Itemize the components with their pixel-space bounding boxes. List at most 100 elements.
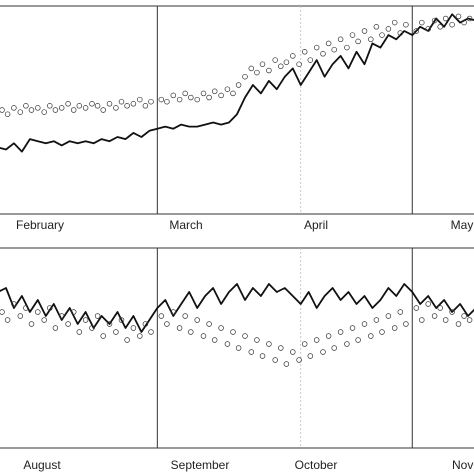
data-point-25 <box>148 98 154 105</box>
month-label-3: May <box>451 218 474 232</box>
data-point-59 <box>355 337 361 343</box>
data-point-73 <box>442 317 449 323</box>
plot-frame <box>0 5 474 215</box>
data-point-59 <box>355 38 361 45</box>
data-point-60 <box>361 28 368 34</box>
data-point-15 <box>89 101 95 107</box>
month-label-1: March <box>169 218 202 232</box>
data-point-50 <box>301 341 308 347</box>
data-point-5 <box>28 107 35 113</box>
data-point-48 <box>290 53 296 59</box>
data-point-45 <box>272 357 278 363</box>
data-point-37 <box>224 86 231 92</box>
data-point-51 <box>307 353 314 359</box>
data-point-55 <box>331 345 337 351</box>
data-point-31 <box>188 329 194 335</box>
data-point-72 <box>437 305 443 311</box>
data-point-63 <box>379 329 385 335</box>
plot-frame <box>0 247 474 449</box>
data-point-71 <box>431 17 438 24</box>
data-point-9 <box>52 107 59 113</box>
data-point-66 <box>397 30 404 36</box>
data-point-14 <box>82 105 89 111</box>
data-point-10 <box>58 105 65 111</box>
data-point-35 <box>211 337 218 343</box>
data-point-47 <box>283 59 290 65</box>
series-line <box>0 283 474 333</box>
data-point-49 <box>296 61 302 67</box>
data-point-55 <box>331 46 337 53</box>
data-point-69 <box>419 317 425 323</box>
data-point-76 <box>461 313 467 319</box>
data-point-34 <box>206 321 212 327</box>
data-point-3 <box>17 109 24 115</box>
data-point-46 <box>278 63 284 70</box>
data-point-1 <box>4 111 11 117</box>
data-point-12 <box>70 309 77 315</box>
data-point-56 <box>337 36 344 43</box>
data-point-70 <box>425 301 431 307</box>
data-point-43 <box>259 353 266 359</box>
data-point-67 <box>403 21 409 28</box>
series-points <box>0 301 473 367</box>
data-point-26 <box>158 313 165 319</box>
data-point-24 <box>142 321 149 327</box>
data-point-41 <box>248 65 255 72</box>
data-point-18 <box>106 321 113 327</box>
data-point-29 <box>176 96 183 103</box>
data-point-53 <box>320 349 326 355</box>
data-point-47 <box>283 361 290 367</box>
data-point-57 <box>344 341 350 347</box>
data-point-62 <box>373 317 380 323</box>
data-point-44 <box>266 341 272 347</box>
data-point-53 <box>320 51 326 57</box>
data-point-70 <box>425 26 431 32</box>
data-point-19 <box>113 105 119 111</box>
data-point-61 <box>368 36 374 43</box>
data-point-13 <box>76 103 83 109</box>
data-point-15 <box>89 325 95 331</box>
month-label-0: February <box>16 218 64 232</box>
data-point-26 <box>158 96 165 103</box>
data-point-23 <box>137 96 143 103</box>
data-point-63 <box>379 32 385 38</box>
data-point-8 <box>47 305 53 311</box>
data-point-69 <box>419 19 425 26</box>
data-point-38 <box>230 90 236 97</box>
data-point-9 <box>52 325 59 331</box>
series-points <box>0 13 473 117</box>
data-point-51 <box>307 57 314 63</box>
data-point-34 <box>206 94 212 101</box>
data-point-8 <box>47 103 53 109</box>
data-point-65 <box>391 325 398 331</box>
data-point-38 <box>230 329 236 335</box>
data-point-67 <box>403 321 409 327</box>
data-point-52 <box>313 44 320 51</box>
data-point-39 <box>235 345 242 351</box>
data-point-31 <box>188 94 194 101</box>
data-point-73 <box>442 15 449 22</box>
data-point-5 <box>28 321 35 327</box>
data-point-29 <box>176 325 183 331</box>
data-point-24 <box>142 103 149 109</box>
data-point-25 <box>148 329 154 335</box>
data-point-66 <box>397 309 404 315</box>
data-point-16 <box>94 103 101 109</box>
data-point-72 <box>437 24 443 30</box>
data-point-2 <box>11 105 17 111</box>
data-point-64 <box>385 313 392 319</box>
data-point-4 <box>23 103 29 109</box>
data-point-60 <box>361 321 368 327</box>
data-point-36 <box>218 92 224 99</box>
data-point-10 <box>58 313 65 319</box>
series-line <box>0 13 474 153</box>
data-point-39 <box>235 82 242 88</box>
data-point-22 <box>130 101 137 107</box>
data-point-12 <box>70 107 77 113</box>
data-point-28 <box>170 309 177 315</box>
data-point-75 <box>455 13 462 20</box>
data-point-4 <box>23 305 29 311</box>
data-point-68 <box>413 305 420 311</box>
data-point-45 <box>272 57 278 63</box>
